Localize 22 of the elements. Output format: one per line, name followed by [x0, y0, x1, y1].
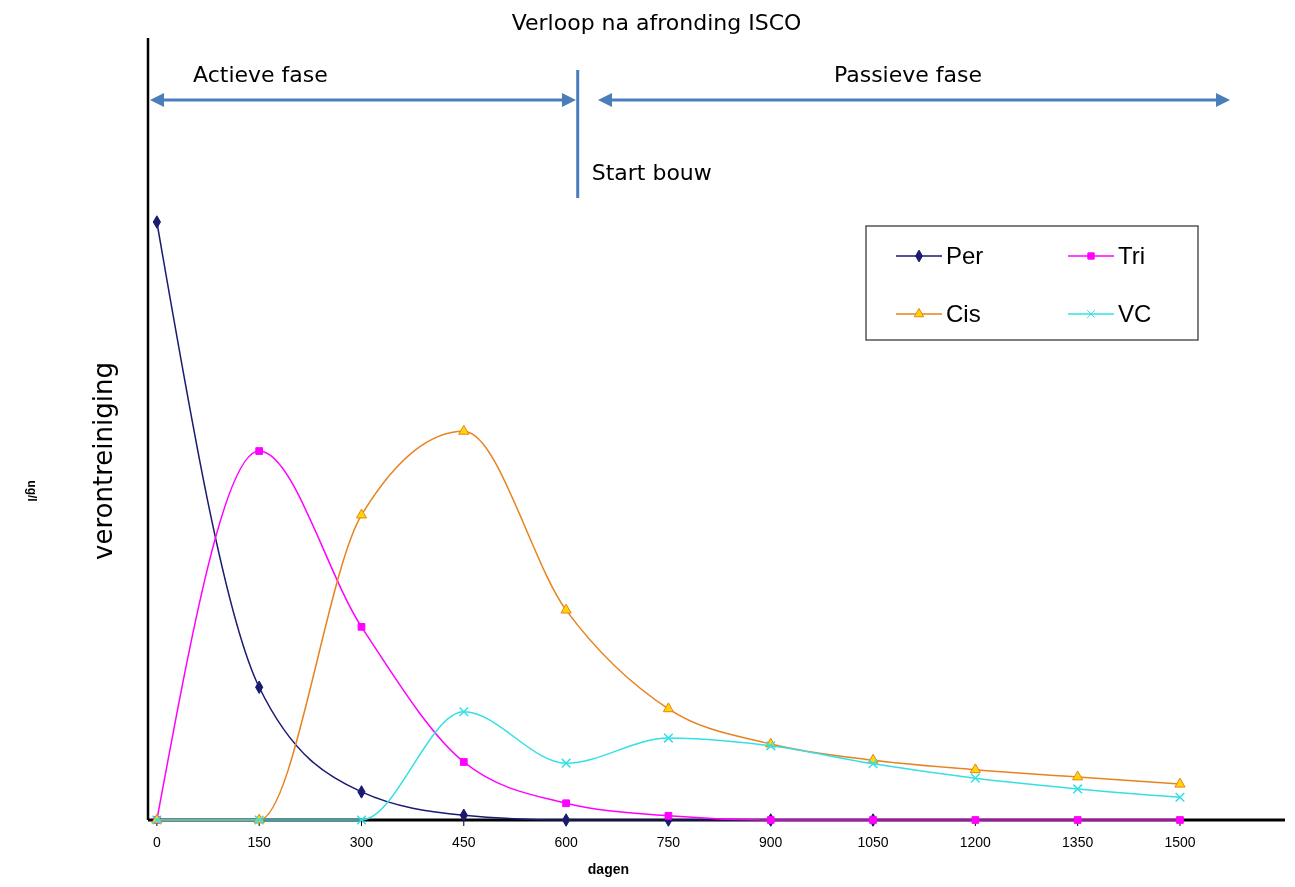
x-tick-label: 1500 — [1164, 834, 1196, 850]
chart-title: Verloop na afronding ISCO — [511, 10, 802, 35]
x-tick-label: 1200 — [959, 834, 992, 850]
x-tick-label: 450 — [452, 834, 476, 850]
legend-label: Per — [946, 242, 984, 269]
x-tick-label: 1050 — [857, 834, 889, 850]
text: ug/l — [25, 480, 39, 502]
legend-label: VC — [1118, 300, 1152, 327]
y-axis-title: verontreiniging — [88, 362, 118, 560]
x-tick-label: 0 — [152, 834, 161, 850]
legend-label: Cis — [946, 300, 981, 327]
x-axis-title: dagen — [587, 861, 630, 877]
x-tick-label: 900 — [759, 834, 783, 850]
x-tick-label: 1350 — [1062, 834, 1094, 850]
ref-line-label: Start bouw — [591, 160, 712, 185]
text: Actieve fase — [193, 62, 328, 87]
x-tick-label: 300 — [349, 834, 374, 850]
x-tick-label: 150 — [247, 834, 272, 850]
x-tick-label: 750 — [656, 834, 681, 850]
x-tick-label: 600 — [554, 834, 578, 850]
text: Passieve fase — [833, 62, 983, 87]
legend-label: Tri — [1118, 242, 1146, 269]
